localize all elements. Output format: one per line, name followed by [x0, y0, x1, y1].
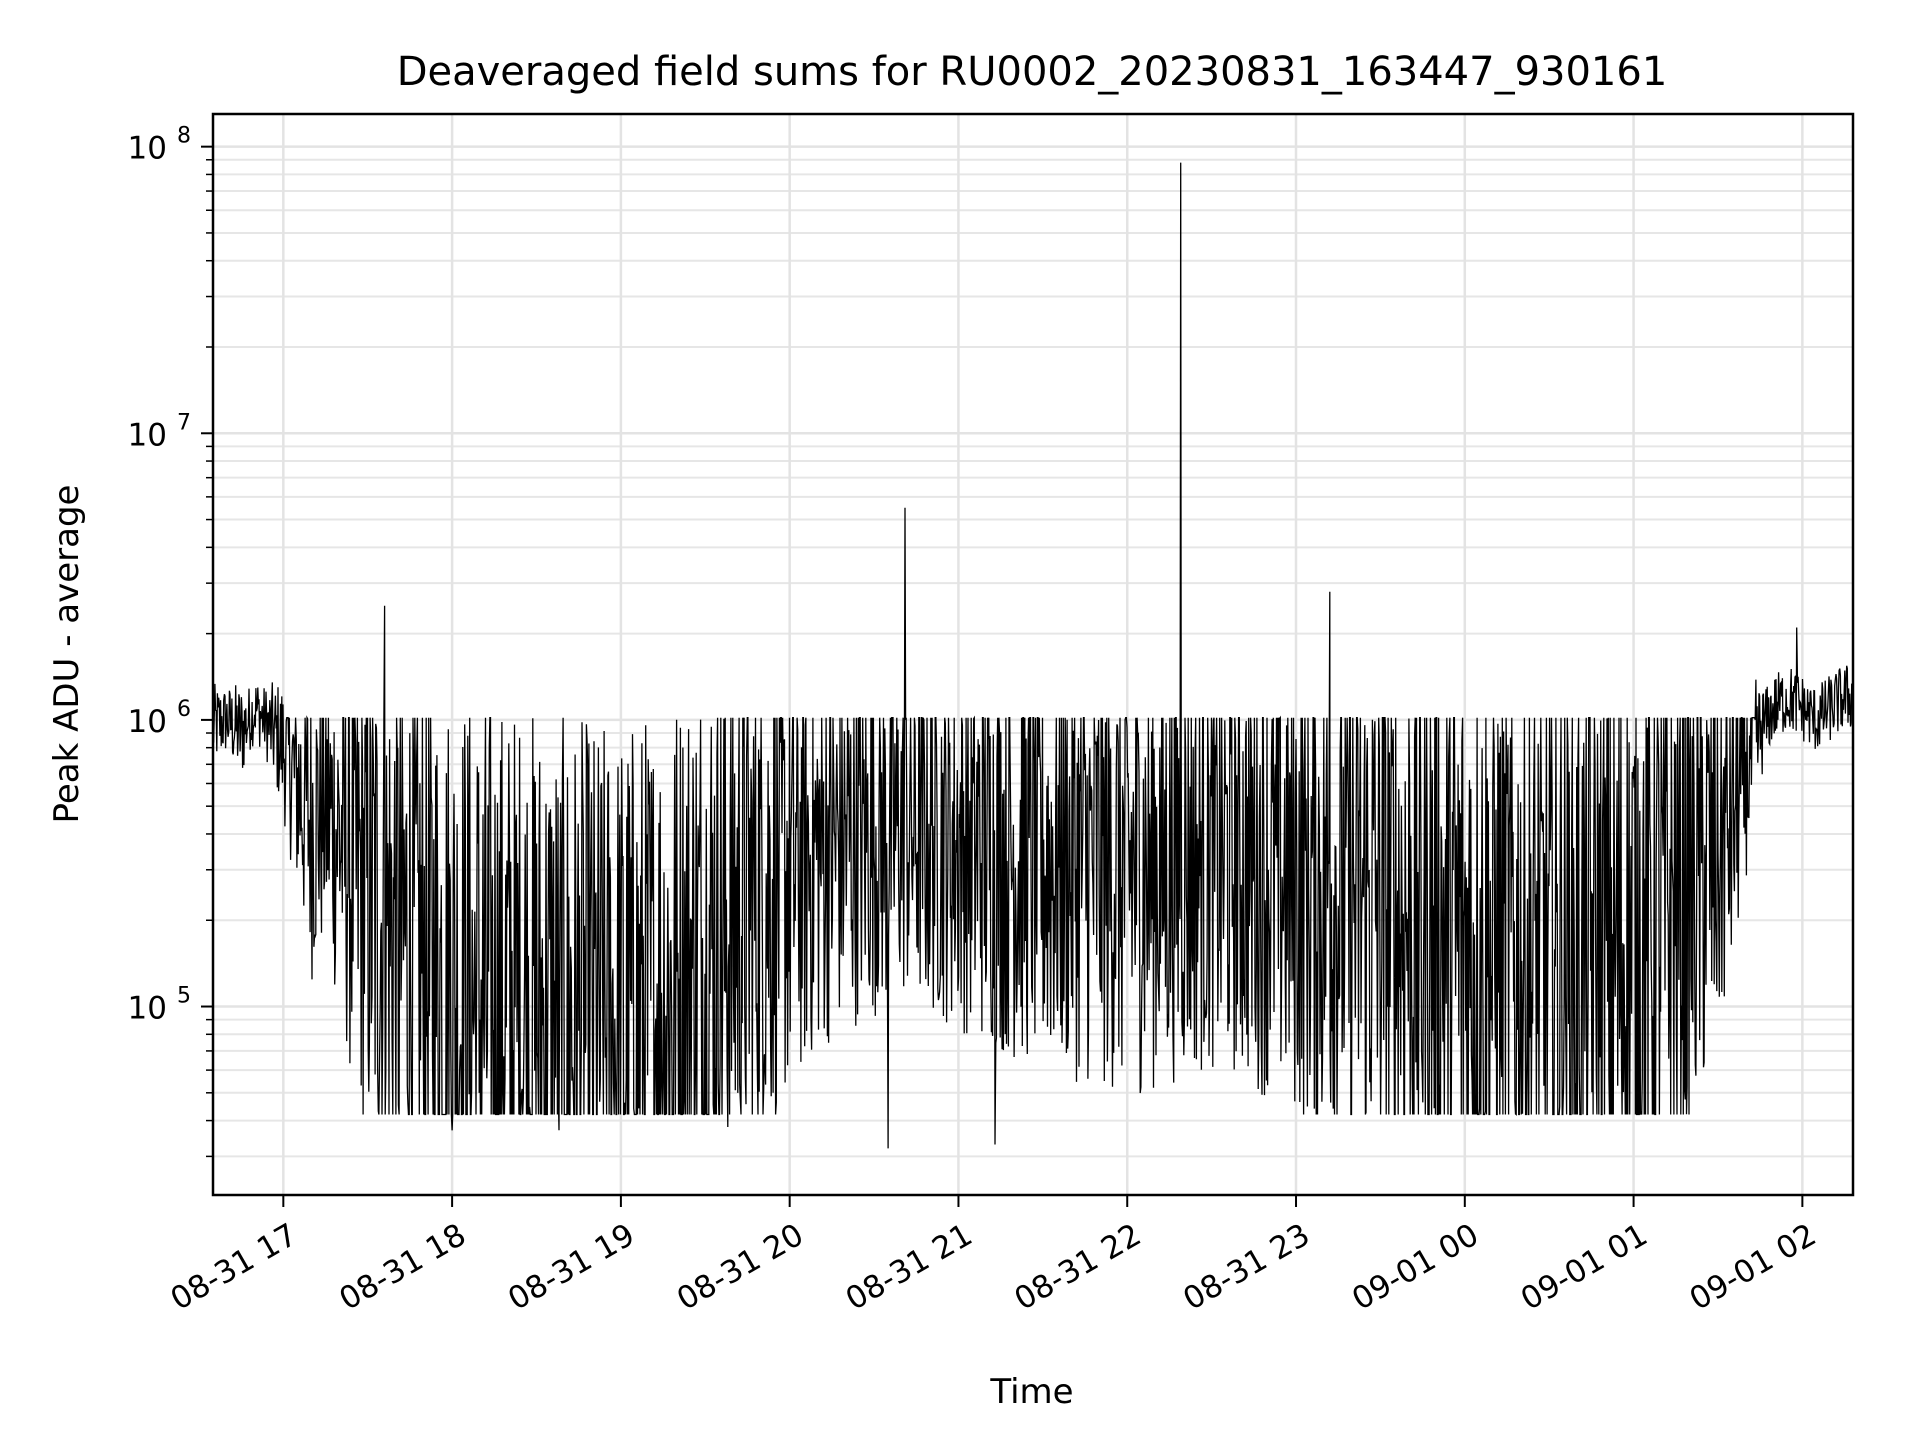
y-tick-label: 10: [128, 417, 167, 453]
y-tick-exponent: 7: [177, 410, 191, 435]
series-layer: [213, 162, 1853, 1149]
y-tick-label: 10: [128, 704, 167, 740]
y-tick-label: 10: [128, 131, 167, 167]
chart-title: Deaveraged field sums for RU0002_2023083…: [397, 49, 1668, 95]
y-tick-exponent: 6: [177, 697, 191, 722]
y-axis: 10 5 10 6 10 7 10 8: [128, 124, 213, 1158]
plot-area: [213, 162, 1853, 1149]
y-tick-exponent: 8: [177, 124, 191, 149]
y-axis-title: Peak ADU - average: [47, 485, 87, 824]
x-axis-title: Time: [989, 1372, 1073, 1412]
series-line: [213, 162, 1853, 1149]
y-tick-exponent: 5: [177, 984, 191, 1009]
y-tick-label: 10: [128, 991, 167, 1027]
plot-frame: [211, 112, 1855, 1197]
